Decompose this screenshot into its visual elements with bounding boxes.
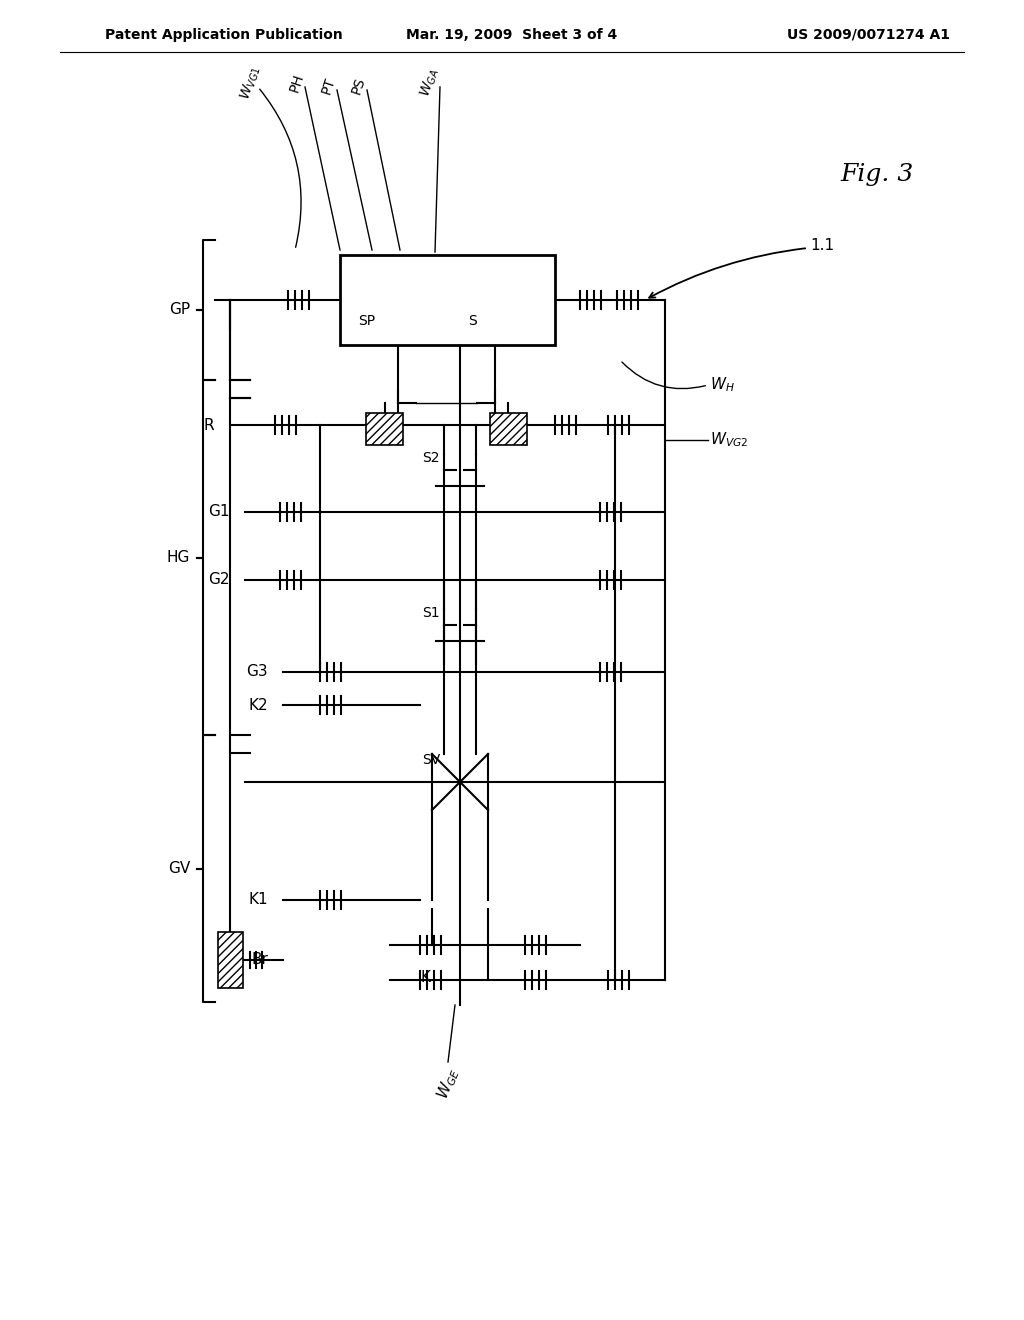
Bar: [490, 413, 527, 445]
Text: $W_H$: $W_H$: [710, 376, 735, 395]
Text: PS: PS: [349, 75, 368, 96]
Text: Mar. 19, 2009  Sheet 3 of 4: Mar. 19, 2009 Sheet 3 of 4: [407, 28, 617, 42]
Text: S2: S2: [422, 451, 439, 465]
Text: SP: SP: [358, 314, 375, 327]
Bar: [218, 932, 243, 987]
Text: GV: GV: [168, 861, 190, 876]
Text: $W_{GA}$: $W_{GA}$: [418, 66, 442, 99]
Text: Fig. 3: Fig. 3: [840, 164, 913, 186]
Text: G2: G2: [209, 573, 230, 587]
Text: $W_{VG2}$: $W_{VG2}$: [710, 430, 749, 449]
Text: Patent Application Publication: Patent Application Publication: [105, 28, 343, 42]
Text: K2: K2: [249, 697, 268, 713]
Text: K: K: [420, 969, 430, 985]
Bar: [340, 255, 555, 345]
Text: R: R: [204, 417, 214, 433]
Text: PH: PH: [287, 71, 306, 94]
Text: G1: G1: [209, 504, 230, 520]
Text: G3: G3: [247, 664, 268, 680]
Text: Br: Br: [251, 953, 268, 968]
Text: HG: HG: [167, 550, 190, 565]
Text: $W_{VG1}$: $W_{VG1}$: [237, 63, 263, 102]
Text: K1: K1: [249, 892, 268, 908]
Text: S: S: [468, 314, 477, 327]
Text: PT: PT: [319, 75, 338, 96]
Text: GP: GP: [169, 302, 190, 318]
Bar: [366, 413, 403, 445]
Text: 1.1: 1.1: [810, 238, 835, 252]
Text: US 2009/0071274 A1: US 2009/0071274 A1: [787, 28, 950, 42]
Text: S1: S1: [422, 606, 439, 620]
Text: SV: SV: [422, 752, 440, 767]
Text: $W_{GE}$: $W_{GE}$: [433, 1065, 463, 1102]
